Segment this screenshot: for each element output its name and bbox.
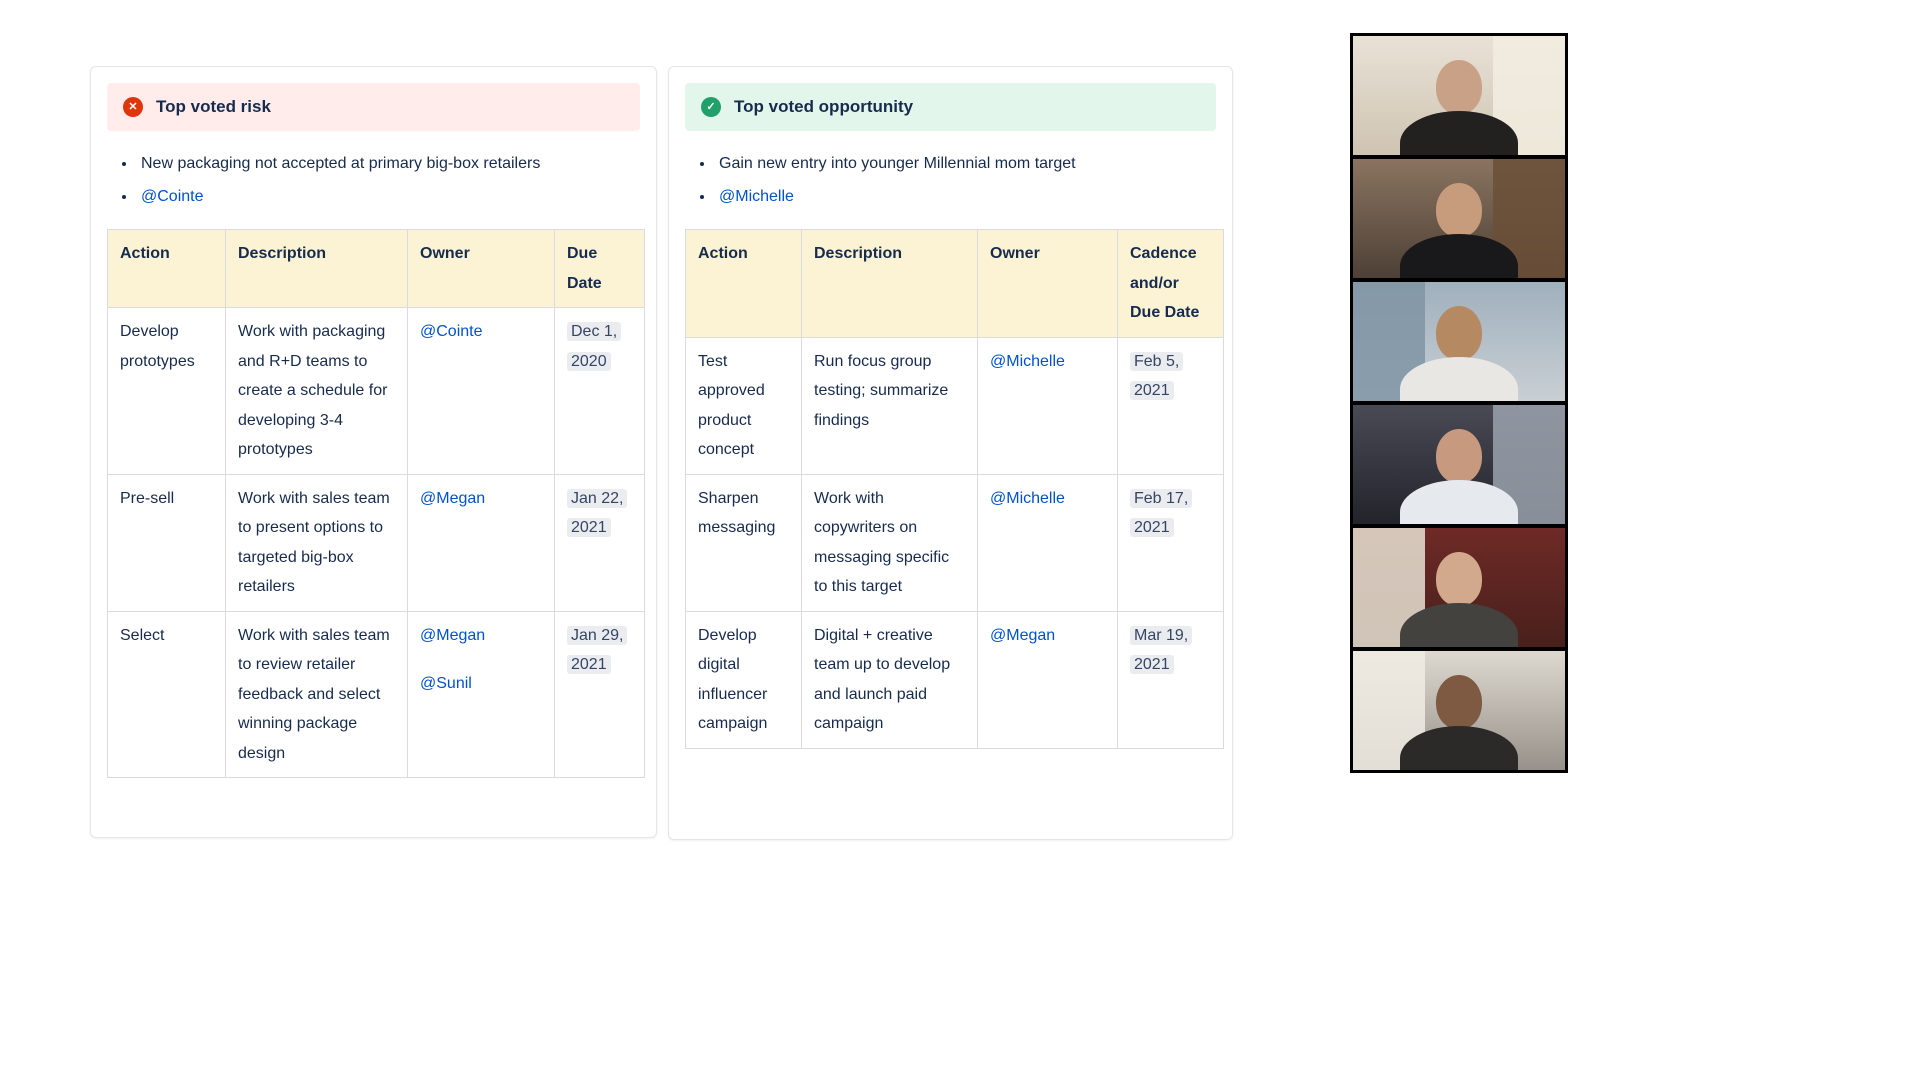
error-icon-glyph: ✕ <box>128 100 138 113</box>
bullet-item: New packaging not accepted at primary bi… <box>137 147 640 180</box>
mention-link[interactable]: @Michelle <box>990 489 1065 507</box>
participant-video-1[interactable] <box>1353 36 1565 155</box>
opportunity-bullet-text: Gain new entry into younger Millennial m… <box>719 155 1076 172</box>
description-cell: Work with sales team to present options … <box>225 473 408 612</box>
col-header-due-date: Due Date <box>554 229 645 308</box>
person-silhouette <box>1400 480 1518 524</box>
table-row: Test approved product concept Run focus … <box>685 336 1224 475</box>
participant-video-6[interactable] <box>1353 651 1565 770</box>
person-head <box>1436 675 1482 729</box>
mention-link[interactable]: @Cointe <box>420 323 483 340</box>
due-date-lozenge: Feb 5, 2021 <box>1130 351 1184 400</box>
mention-link[interactable]: @Michelle <box>990 352 1065 370</box>
opportunity-panel: ✓ Top voted opportunity Gain new entry i… <box>668 66 1233 840</box>
action-cell: Develop digital influencer campaign <box>685 610 802 749</box>
table-row: Develop prototypes Work with packaging a… <box>107 307 645 475</box>
table-row: Select Work with sales team to review re… <box>107 610 645 778</box>
person-silhouette <box>1400 234 1518 278</box>
bullet-item: Gain new entry into younger Millennial m… <box>715 147 1216 180</box>
action-cell: Test approved product concept <box>685 336 802 475</box>
person-silhouette <box>1400 111 1518 155</box>
owner-cell: @Megan <box>977 610 1118 749</box>
table-row: Sharpen messaging Work with copywriters … <box>685 473 1224 612</box>
table-row: Develop digital influencer campaign Digi… <box>685 610 1224 749</box>
participant-video-5[interactable] <box>1353 528 1565 647</box>
table-header-row: Action Description Owner Cadence and/or … <box>685 229 1224 338</box>
owner-cell: @Megan @Sunil <box>407 610 555 778</box>
owner-cell: @Michelle <box>977 336 1118 475</box>
participant-video-2[interactable] <box>1353 159 1565 278</box>
person-head <box>1436 552 1482 606</box>
participant-video-4[interactable] <box>1353 405 1565 524</box>
due-date-cell: Jan 22, 2021 <box>554 473 645 612</box>
due-date-lozenge: Jan 29, 2021 <box>567 625 628 674</box>
risk-panel: ✕ Top voted risk New packaging not accep… <box>90 66 657 838</box>
col-header-owner: Owner <box>977 229 1118 338</box>
due-date-cell: Jan 29, 2021 <box>554 610 645 778</box>
col-header-action: Action <box>107 229 226 308</box>
table-row: Pre-sell Work with sales team to present… <box>107 473 645 612</box>
opportunity-bullet-list: Gain new entry into younger Millennial m… <box>693 147 1216 213</box>
mention-link[interactable]: @Michelle <box>719 188 794 205</box>
mention-link[interactable]: @Megan <box>990 626 1056 644</box>
owner-cell: @Michelle <box>977 473 1118 612</box>
video-strip <box>1350 33 1568 773</box>
person-head <box>1436 60 1482 114</box>
due-date-cell: Feb 5, 2021 <box>1117 336 1224 475</box>
owner-cell: @Cointe <box>407 307 555 475</box>
person-silhouette <box>1400 603 1518 647</box>
col-header-description: Description <box>801 229 978 338</box>
mention-link[interactable]: @Megan <box>420 626 486 644</box>
bullet-item: @Michelle <box>715 180 1216 213</box>
action-cell: Select <box>107 610 226 778</box>
check-icon-glyph: ✓ <box>706 100 716 113</box>
due-date-lozenge: Feb 17, 2021 <box>1130 488 1193 537</box>
person-head <box>1436 429 1482 483</box>
description-cell: Run focus group testing; summarize findi… <box>801 336 978 475</box>
description-cell: Digital + creative team up to develop an… <box>801 610 978 749</box>
col-header-description: Description <box>225 229 408 308</box>
action-cell: Develop prototypes <box>107 307 226 475</box>
person-silhouette <box>1400 726 1518 770</box>
risk-actions-table: Action Description Owner Due Date Develo… <box>107 229 645 778</box>
check-icon: ✓ <box>701 97 721 117</box>
due-date-lozenge: Jan 22, 2021 <box>567 488 628 537</box>
person-head <box>1436 306 1482 360</box>
due-date-lozenge: Mar 19, 2021 <box>1130 625 1193 674</box>
due-date-lozenge: Dec 1, 2020 <box>567 322 622 371</box>
error-icon: ✕ <box>123 97 143 117</box>
risk-banner: ✕ Top voted risk <box>107 83 640 131</box>
action-cell: Pre-sell <box>107 473 226 612</box>
description-cell: Work with packaging and R+D teams to cre… <box>225 307 408 475</box>
risk-bullet-text: New packaging not accepted at primary bi… <box>141 155 541 172</box>
risk-panel-title: Top voted risk <box>156 97 271 116</box>
description-cell: Work with sales team to review retailer … <box>225 610 408 778</box>
mention-link[interactable]: @Cointe <box>141 188 204 205</box>
due-date-cell: Mar 19, 2021 <box>1117 610 1224 749</box>
col-header-cadence: Cadence and/or Due Date <box>1117 229 1224 338</box>
description-cell: Work with copywriters on messaging speci… <box>801 473 978 612</box>
owner-cell: @Megan <box>407 473 555 612</box>
mention-link[interactable]: @Sunil <box>420 675 472 692</box>
due-date-cell: Feb 17, 2021 <box>1117 473 1224 612</box>
table-header-row: Action Description Owner Due Date <box>107 229 645 308</box>
col-header-owner: Owner <box>407 229 555 308</box>
opportunity-actions-table: Action Description Owner Cadence and/or … <box>685 229 1224 749</box>
action-cell: Sharpen messaging <box>685 473 802 612</box>
col-header-action: Action <box>685 229 802 338</box>
person-head <box>1436 183 1482 237</box>
risk-bullet-list: New packaging not accepted at primary bi… <box>115 147 640 213</box>
due-date-cell: Dec 1, 2020 <box>554 307 645 475</box>
mention-link[interactable]: @Megan <box>420 489 486 507</box>
participant-video-3[interactable] <box>1353 282 1565 401</box>
bullet-item: @Cointe <box>137 180 640 213</box>
opportunity-panel-title: Top voted opportunity <box>734 97 914 116</box>
opportunity-banner: ✓ Top voted opportunity <box>685 83 1216 131</box>
person-silhouette <box>1400 357 1518 401</box>
